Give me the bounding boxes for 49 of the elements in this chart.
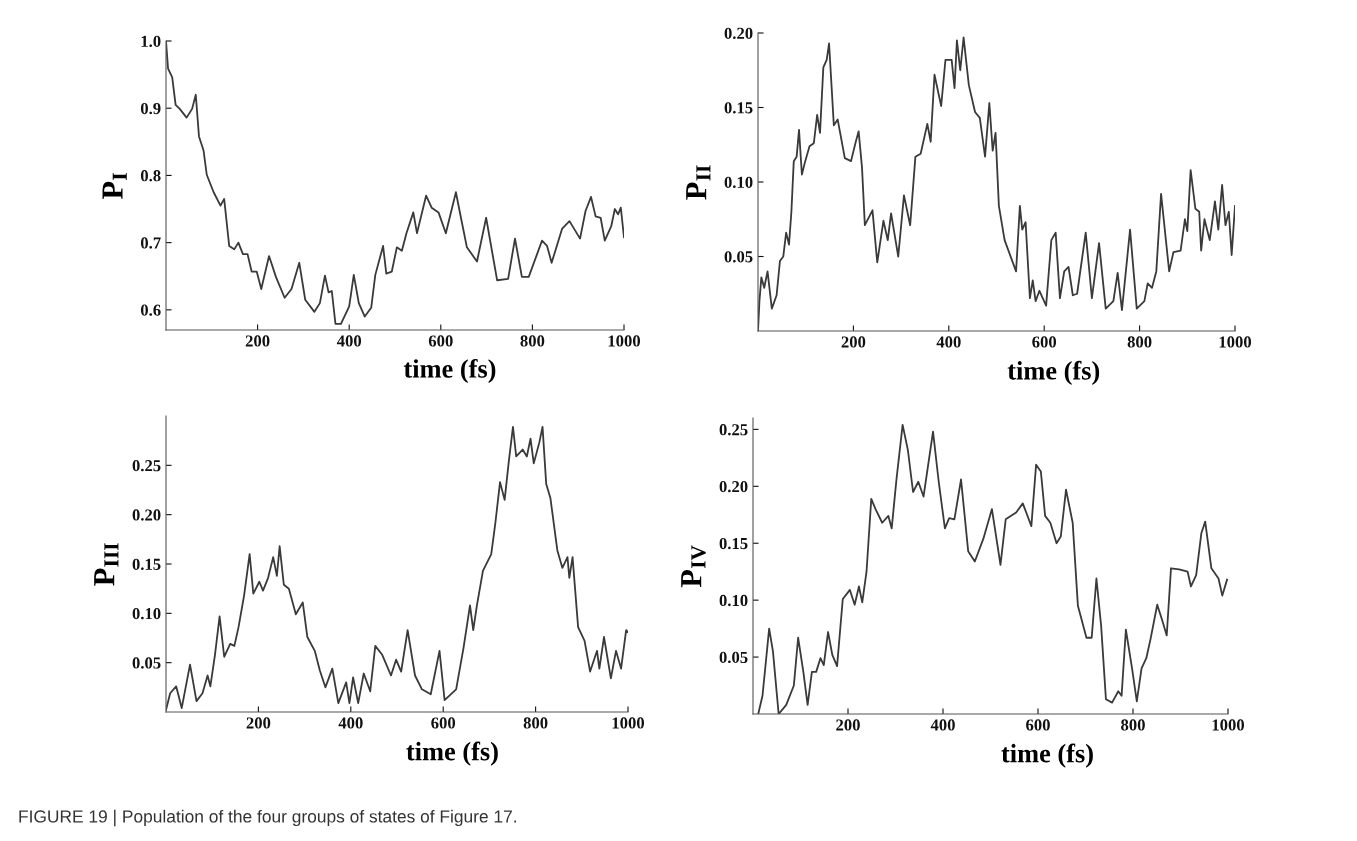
y-tick-label: 0.8 <box>140 170 161 182</box>
caption: FIGURE 19 | Population of the four groups of states of Figure 17. <box>19 809 516 827</box>
x-tick-label: 200 <box>836 719 860 731</box>
y-tick-label: 0.05 <box>724 251 753 263</box>
x-tick-label: 600 <box>431 717 456 729</box>
y-tick-label: 0.25 <box>132 460 161 472</box>
x-tick-label: 400 <box>936 336 961 348</box>
y-tick-label: 0.20 <box>132 509 161 521</box>
y-axis-title: P$_{IV}$ <box>681 545 706 588</box>
x-tick-label: 600 <box>1026 719 1050 731</box>
y-tick-label: 0.05 <box>132 657 161 669</box>
x-tick-label: 1000 <box>612 717 645 729</box>
y-tick-label: 0.20 <box>724 27 753 40</box>
y-tick-label: 0.15 <box>719 537 748 550</box>
x-axis-title: time (fs) <box>1007 360 1100 385</box>
x-tick-label: 400 <box>338 717 363 729</box>
x-tick-label: 800 <box>1127 336 1152 348</box>
y-tick-label: 0.10 <box>724 176 753 189</box>
x-axis-title: time (fs) <box>406 741 498 766</box>
x-tick-label: 600 <box>428 335 453 347</box>
y-axis-title: P$_{III}$ <box>94 543 119 586</box>
y-tick-label: 0.25 <box>719 424 748 436</box>
x-axis-title: time (fs) <box>403 358 496 384</box>
y-tick-label: 0.6 <box>140 304 161 316</box>
y-tick-label: 0.7 <box>140 237 161 249</box>
x-tick-label: 200 <box>841 336 866 348</box>
y-tick-label: 1.0 <box>141 35 161 48</box>
y-tick-label: 0.15 <box>724 102 753 114</box>
x-tick-label: 400 <box>336 335 362 347</box>
y-axis-title: P$_{II}$ <box>686 165 711 200</box>
y-tick-label: 0.20 <box>719 481 748 493</box>
y-tick-label: 0.10 <box>132 608 161 620</box>
y-tick-label: 0.9 <box>140 102 161 115</box>
x-axis-title: time (fs) <box>1001 743 1093 768</box>
x-tick-label: 400 <box>930 719 955 731</box>
y-tick-label: 0.15 <box>132 558 161 571</box>
x-tick-label: 200 <box>246 717 271 729</box>
x-tick-label: 800 <box>523 717 548 729</box>
x-tick-label: 200 <box>245 335 270 347</box>
x-tick-label: 1000 <box>1212 719 1245 731</box>
line-series <box>757 423 1228 714</box>
x-tick-label: 1000 <box>608 335 641 347</box>
x-tick-label: 800 <box>1121 719 1145 731</box>
x-tick-label: 1000 <box>1219 336 1252 348</box>
y-axis-title: P$_{I}$ <box>102 173 127 200</box>
x-tick-label: 600 <box>1032 336 1057 348</box>
y-tick-label: 0.05 <box>719 651 748 664</box>
x-tick-label: 800 <box>520 335 545 347</box>
y-tick-label: 0.10 <box>719 594 748 607</box>
